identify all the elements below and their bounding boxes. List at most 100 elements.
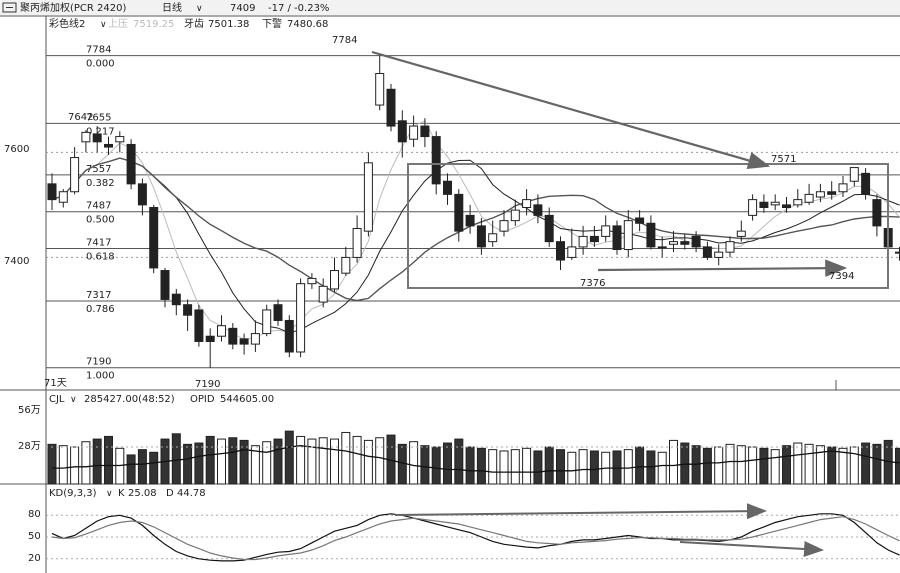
support-label: 牙齿 <box>184 18 204 30</box>
volume-bar <box>849 446 859 485</box>
candle-body <box>838 183 848 193</box>
volume-bar <box>58 445 68 485</box>
consolidation-box <box>407 163 889 289</box>
chevron-down-icon[interactable]: ∨ <box>196 4 203 14</box>
volume-bar <box>262 441 272 485</box>
volume-bar <box>205 435 215 485</box>
volume-bar <box>443 442 452 485</box>
candle-body <box>273 304 283 321</box>
price-change: -17 / -0.23% <box>268 3 329 14</box>
volume-bar <box>578 449 588 485</box>
fib-level-price: 7655 <box>86 112 111 123</box>
volume-bar <box>725 443 735 485</box>
fib-level-price: 7784 <box>86 45 111 56</box>
volume-bar <box>804 443 814 485</box>
annotation-7642: 7642 <box>68 112 93 123</box>
volume-tick-56: 56万 <box>18 405 41 416</box>
candle-body <box>556 241 565 261</box>
main-panel-header: 彩色线2 ∨ 上压 7519.25 牙齿 7501.38 下警 7480.68 <box>49 17 328 30</box>
chart-window-icon <box>2 2 17 13</box>
candle-body <box>375 73 385 106</box>
k-label: K <box>118 488 125 499</box>
volume-bar <box>657 451 667 485</box>
volume-bar <box>488 449 498 485</box>
candle-body <box>205 335 215 342</box>
fib-level-ratio: 1.000 <box>86 371 115 382</box>
y-tick-7400: 7400 <box>4 256 29 267</box>
candle-body <box>601 225 611 237</box>
volume-bar <box>646 450 656 485</box>
kd-tick-20: 20 <box>28 553 41 564</box>
volume-bar <box>183 443 193 485</box>
fib-level-price: 7487 <box>86 201 111 212</box>
candle-body <box>443 180 452 195</box>
volume-panel-label[interactable]: CJL <box>49 394 65 405</box>
volume-bar <box>522 447 532 485</box>
candle-body <box>160 270 170 300</box>
candle-body <box>488 233 498 243</box>
indicator-chevron-icon[interactable]: ∨ <box>100 20 107 30</box>
candle-body <box>386 88 396 127</box>
candle-body <box>499 220 509 232</box>
fib-level-ratio: 0.382 <box>86 178 115 189</box>
support-value: 7501.38 <box>208 19 249 30</box>
candle-body <box>533 204 543 216</box>
volume-bar <box>284 430 294 485</box>
volume-bar <box>137 449 147 485</box>
candle-body <box>70 157 80 193</box>
candle-body <box>657 246 667 249</box>
kd-line-k <box>51 513 900 562</box>
candle-body <box>544 214 554 243</box>
candle-body <box>307 277 317 285</box>
volume-bar <box>318 437 328 485</box>
candle-body <box>669 241 678 245</box>
price-axis: 7600 7400 71天 <box>4 144 837 390</box>
volume-bar <box>499 450 509 485</box>
annotation-low-7190: 7190 <box>195 379 220 390</box>
volume-chevron-icon[interactable]: ∨ <box>70 395 77 405</box>
volume-bar <box>171 433 181 485</box>
d-value: 44.78 <box>177 488 206 499</box>
candle-body <box>748 199 758 216</box>
volume-bar <box>217 438 226 485</box>
volume-bar <box>770 449 780 485</box>
kd-panel-label[interactable]: KD(9,3,3) <box>49 488 97 499</box>
fib-level-price: 7557 <box>86 164 111 175</box>
volume-bar <box>736 445 746 485</box>
volume-bar <box>330 438 339 485</box>
fib-level-price: 7190 <box>86 357 111 368</box>
candle-body <box>352 228 362 258</box>
volume-bar <box>510 449 520 485</box>
k-divergence-arrow-up <box>394 503 767 520</box>
annotation-7394: 7394 <box>829 271 854 282</box>
bar-count-label: 71天 <box>44 378 67 389</box>
d-label: D <box>166 488 174 499</box>
fib-level-price: 7317 <box>86 290 111 301</box>
volume-bar <box>239 439 249 485</box>
volume-bar <box>454 438 464 485</box>
candle-body <box>612 225 622 251</box>
timeframe-selector[interactable]: 日线 <box>162 1 182 14</box>
candle-body <box>736 230 746 237</box>
downtrend-arrow <box>371 50 771 169</box>
instrument-title: 聚丙烯加权(PCR 2420) <box>20 1 126 14</box>
candle-body <box>126 143 136 185</box>
volume-bar <box>352 435 362 485</box>
title-bar: 聚丙烯加权(PCR 2420) 日线 ∨ 7409 -17 / -0.23% <box>0 0 900 15</box>
volume-bar <box>307 438 317 485</box>
kd-chevron-icon[interactable]: ∨ <box>106 489 113 499</box>
volume-bar <box>748 446 758 485</box>
volume-bar <box>815 445 825 485</box>
indicator-name[interactable]: 彩色线2 <box>49 17 85 30</box>
volume-bar <box>92 438 102 485</box>
volume-bar <box>702 447 712 485</box>
candle-body <box>92 133 102 143</box>
volume-panel: CJL ∨ 285427.00(48:52) OPID 544605.00 56… <box>18 394 900 485</box>
volume-bar <box>409 441 419 485</box>
fibonacci-levels: 7784 0.000 7655 0.217 7557 0.382 7487 0.500 7417… <box>46 45 900 382</box>
volume-bar <box>861 442 871 485</box>
candle-body <box>635 217 645 224</box>
candle-body <box>284 319 294 353</box>
volume-bar <box>465 446 475 485</box>
